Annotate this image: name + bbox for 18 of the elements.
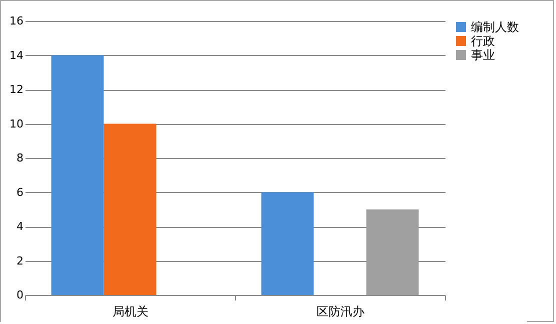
y-tick-label: 2 xyxy=(16,254,24,268)
y-tick-label: 16 xyxy=(10,14,24,28)
legend-label: 行政 xyxy=(471,34,495,48)
y-tick-label: 10 xyxy=(10,117,24,130)
y-tick-label: 14 xyxy=(10,48,24,62)
y-tick-label: 0 xyxy=(16,288,24,302)
y-tick-label: 8 xyxy=(16,152,24,164)
x-tick-label: 局机关 xyxy=(112,304,148,318)
legend-label: 编制人数 xyxy=(471,20,519,34)
y-tick-label: 6 xyxy=(16,186,24,199)
bar xyxy=(51,55,104,295)
bar xyxy=(261,192,314,295)
bar xyxy=(104,124,156,295)
bar xyxy=(366,209,419,295)
y-tick-label: 4 xyxy=(16,220,24,233)
x-tick-label: 区防汛办 xyxy=(316,304,364,318)
legend-label: 事业 xyxy=(471,48,495,62)
y-tick-label: 12 xyxy=(10,83,24,96)
